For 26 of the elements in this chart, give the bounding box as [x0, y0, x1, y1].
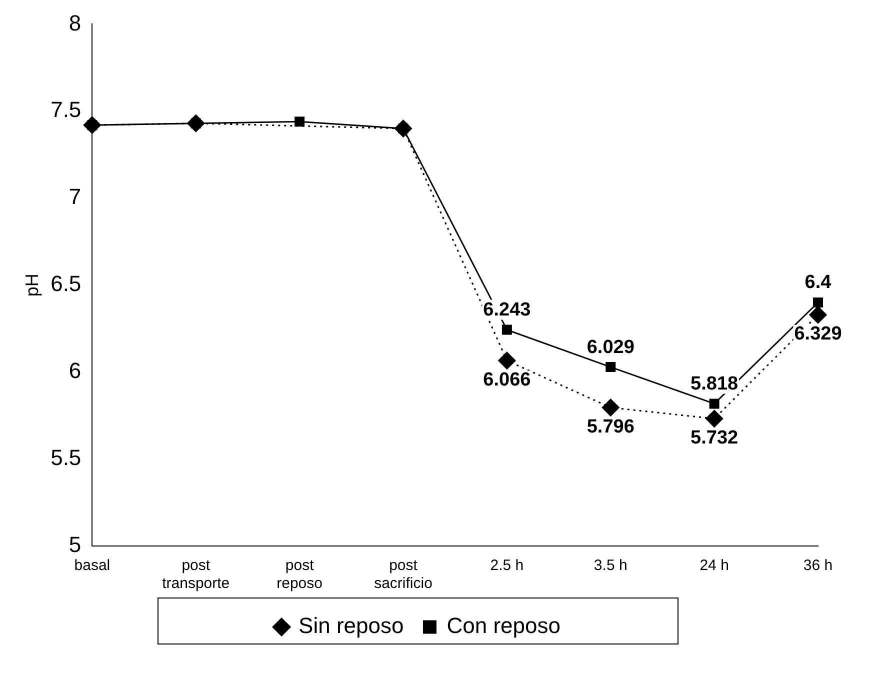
x-tick-label: 3.5 h: [594, 557, 628, 574]
data-label: 5.732: [690, 427, 738, 448]
data-label: 5.796: [586, 416, 634, 438]
x-tick-label: 24 h: [700, 557, 729, 574]
y-tick-label: 7: [68, 184, 82, 210]
legend-label: Con reposo: [446, 613, 560, 638]
data-label: 5.818: [690, 373, 738, 394]
data-label: 6.4: [804, 272, 832, 294]
y-axis-title: pH: [22, 274, 42, 297]
y-tick-label: 8: [68, 10, 82, 36]
x-tick-label: post reposo: [276, 557, 322, 592]
x-tick-label: 36 h: [803, 557, 833, 574]
x-tick-label: post sacrificio: [374, 557, 432, 592]
data-label: 6.329: [794, 324, 842, 345]
y-tick-label: 6.5: [50, 271, 82, 296]
x-tick-label: 2.5 h: [490, 557, 524, 574]
x-tick-label: post transporte: [162, 557, 230, 592]
y-tick-label: 6: [68, 358, 82, 384]
data-label: 6.243: [483, 300, 531, 321]
y-tick-label: 7.5: [50, 97, 82, 122]
y-tick-label: 5.5: [50, 445, 82, 470]
x-tick-label: basal: [74, 557, 110, 574]
legend-label: Sin reposo: [298, 613, 404, 638]
data-label: 6.066: [483, 369, 531, 390]
data-label: 6.029: [586, 336, 634, 358]
y-tick-label: 5: [68, 532, 82, 558]
